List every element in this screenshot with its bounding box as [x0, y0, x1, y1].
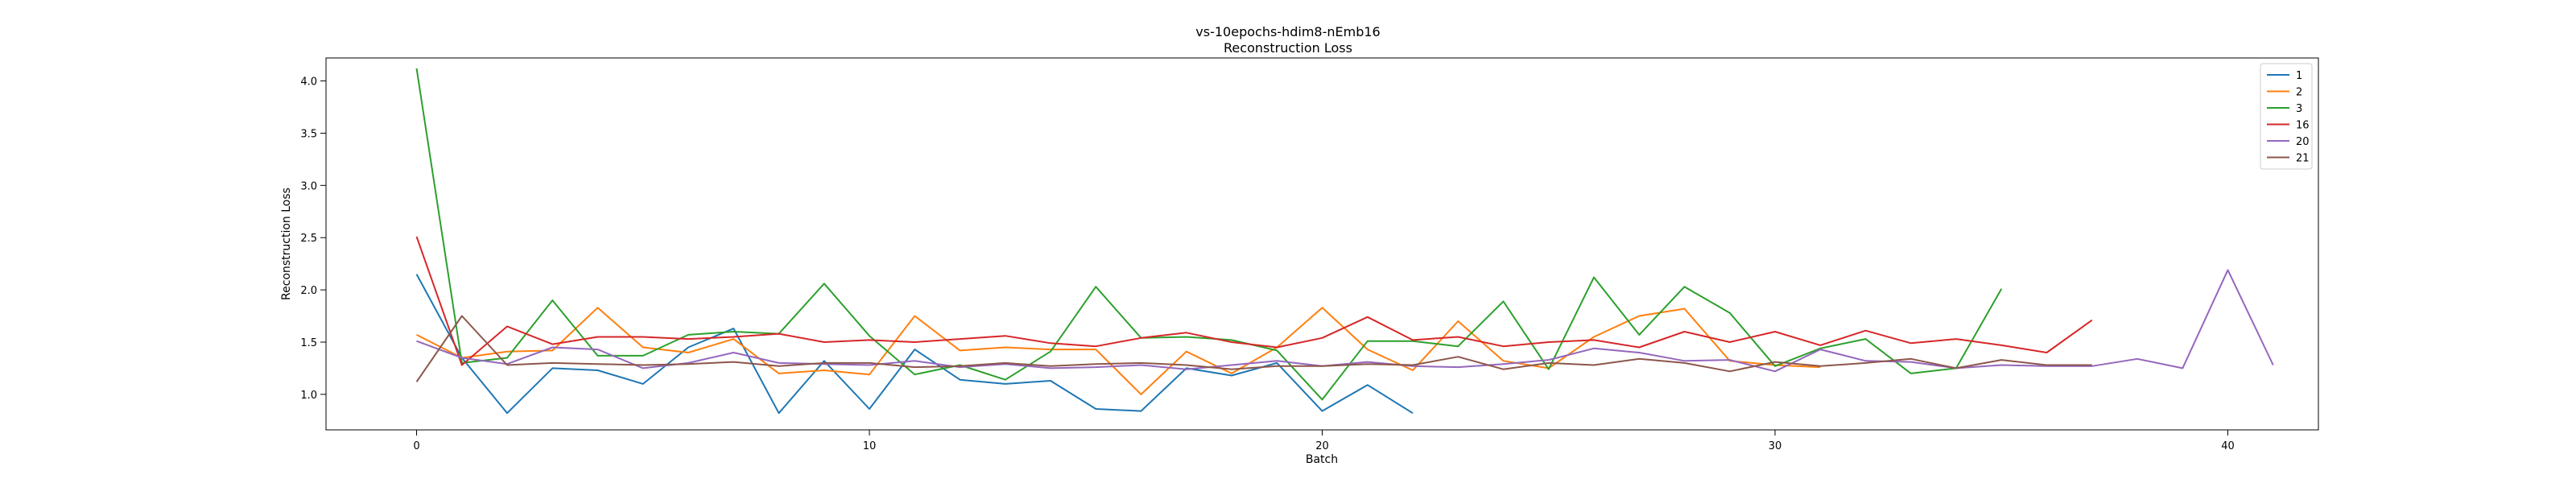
series-line-21: [415, 315, 2092, 382]
legend-label-21: 21: [2296, 153, 2310, 165]
y-tick-label: 3.0: [300, 180, 317, 192]
x-tick-label: 0: [413, 440, 419, 452]
plot-area: [415, 68, 2274, 415]
x-tick-label: 30: [1769, 440, 1782, 452]
series-line-3: [415, 68, 2003, 401]
x-tick-label: 20: [1315, 440, 1329, 452]
legend-box: [2260, 63, 2313, 170]
chart-title: vs-10epochs-hdim8-nEmb16: [1195, 24, 1380, 39]
y-tick-label: 2.5: [300, 233, 317, 245]
y-tick-label: 3.5: [300, 128, 317, 140]
series-line-2: [416, 307, 1821, 395]
x-tick-label: 40: [2221, 440, 2235, 452]
x-tick-label: 10: [863, 440, 877, 452]
plot-frame: [325, 57, 2319, 431]
y-tick-label: 1.5: [300, 337, 317, 349]
legend-label-2: 2: [2296, 87, 2302, 99]
series-line-16: [415, 236, 2093, 366]
chart-subtitle: Reconstruction Loss: [1224, 40, 1352, 56]
series-line-20: [416, 269, 2274, 373]
x-axis: 0 10 20 30 40: [413, 430, 2235, 452]
y-tick-label: 1.0: [300, 390, 317, 402]
y-axis: 1.0 1.5 2.0 2.5 3.0 3.5 4.0: [300, 76, 326, 402]
legend-label-3: 3: [2296, 103, 2302, 115]
y-tick-label: 2.0: [300, 285, 317, 297]
legend-label-16: 16: [2296, 120, 2310, 132]
legend-label-1: 1: [2296, 70, 2302, 82]
legend-label-20: 20: [2296, 136, 2310, 148]
legend: 1 2 3 16 20 21: [2260, 63, 2313, 170]
series-line-1: [415, 274, 1414, 415]
x-axis-label: Batch: [1306, 453, 1338, 466]
y-tick-label: 4.0: [300, 76, 317, 89]
y-axis-label: Reconstruction Loss: [280, 188, 293, 300]
